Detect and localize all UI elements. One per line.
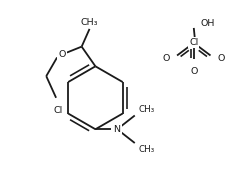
Text: O: O [190,67,197,76]
Text: O: O [163,54,170,63]
Text: OH: OH [201,19,215,28]
Text: CH₃: CH₃ [81,18,98,27]
Text: O: O [217,54,225,63]
Text: CH₃: CH₃ [139,104,155,114]
Text: O: O [58,50,66,59]
Text: CH₃: CH₃ [139,145,155,154]
Text: N: N [113,125,121,134]
Text: Cl: Cl [189,38,198,47]
Text: Cl: Cl [53,106,63,115]
